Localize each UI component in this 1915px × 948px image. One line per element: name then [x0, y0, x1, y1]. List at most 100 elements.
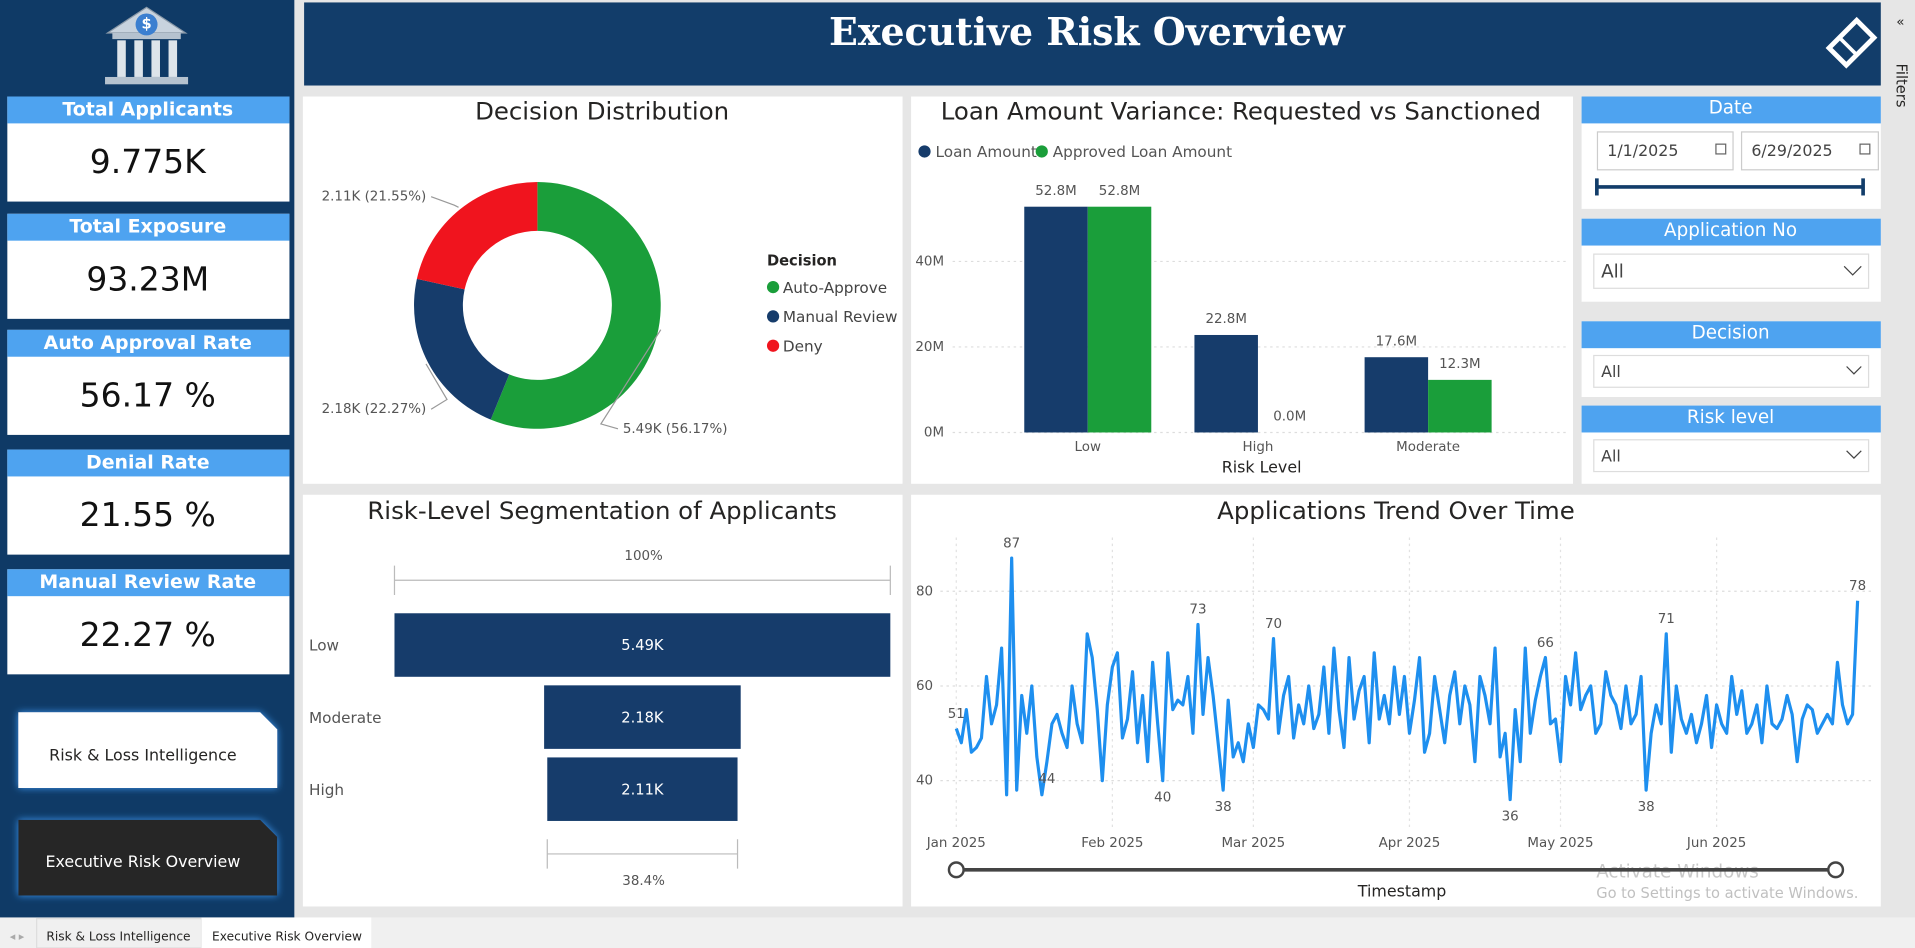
bank-icon: $: [105, 6, 189, 85]
y-tick-label: 20M: [915, 340, 944, 355]
legend-label: Loan Amount: [936, 143, 1037, 161]
x-tick-label: High: [1243, 440, 1274, 455]
kpi-cards: Total Applicants 9.775K Total Exposure 9…: [7, 96, 290, 675]
nav-label[interactable]: Executive Risk Overview: [45, 852, 240, 871]
slicer-header: [1581, 96, 1881, 124]
y-tick-label: 60: [916, 679, 933, 694]
bracket: [546, 839, 739, 869]
tab-active[interactable]: [201, 917, 372, 948]
slider-handle[interactable]: [1861, 178, 1865, 196]
data-label: 73: [1189, 603, 1206, 618]
donut-slice: [416, 182, 538, 290]
legend-label: Deny: [783, 337, 823, 355]
x-tick-label: Feb 2025: [1081, 836, 1143, 851]
chevron[interactable]: [1843, 265, 1862, 276]
legend-marker: [766, 280, 780, 294]
x-tick-label: Jan 2025: [926, 836, 986, 851]
kpi-header: [7, 569, 290, 597]
data-label: 40: [1154, 791, 1171, 806]
collapse-icon[interactable]: «: [1896, 15, 1904, 30]
y-tick-label: 40M: [915, 254, 944, 269]
slicer-title: Application No: [1664, 220, 1797, 241]
tab-nav-arrows[interactable]: ◂ ▸: [10, 930, 25, 943]
nav-button[interactable]: [18, 819, 278, 896]
data-label: 87: [1003, 536, 1020, 551]
data-label: 5.49K (56.17%): [623, 422, 728, 437]
chart-title: Decision Distribution: [475, 96, 729, 125]
donut-slice: [490, 182, 661, 429]
slider-handle[interactable]: [1827, 861, 1845, 879]
kpi-value: 22.27 %: [80, 615, 216, 654]
tab-label[interactable]: Executive Risk Overview: [212, 930, 362, 944]
nav-label[interactable]: Risk & Loss Intelligence: [49, 746, 236, 765]
data-label: 44: [1038, 772, 1055, 787]
chevron[interactable]: [1846, 366, 1862, 375]
slider-handle[interactable]: [947, 861, 965, 879]
logo-icon: [1825, 16, 1878, 69]
slicers: Date 1/1/2025 6/29/2025 Application No A…: [1581, 96, 1881, 484]
panel: [302, 96, 903, 484]
tab-label[interactable]: Risk & Loss Intelligence: [46, 930, 190, 944]
x-tick-label: Low: [1075, 440, 1101, 455]
slicer-title: Decision: [1692, 323, 1770, 344]
slicer-title: Date: [1709, 98, 1753, 119]
data-label: 78: [1849, 579, 1866, 594]
dropdown[interactable]: [1593, 354, 1870, 388]
data-label: 17.6M: [1376, 334, 1417, 349]
chart-title: Risk-Level Segmentation of Applicants: [367, 496, 836, 525]
data-label: 2.18K: [621, 709, 664, 726]
dropdown[interactable]: [1593, 253, 1870, 289]
kpi-label: Total Applicants: [62, 98, 233, 120]
dropdown-value[interactable]: All: [1601, 362, 1621, 381]
kpi-value: 21.55 %: [80, 495, 216, 534]
chevron[interactable]: [1846, 450, 1862, 459]
x-tick-label: Jun 2025: [1686, 836, 1746, 851]
date-start[interactable]: 1/1/2025: [1607, 141, 1678, 160]
nav-button[interactable]: [18, 712, 278, 788]
legend-label: Auto-Approve: [783, 279, 887, 297]
watermark-text: Go to Settings to activate Windows.: [1596, 885, 1858, 902]
dropdown-value[interactable]: All: [1601, 261, 1624, 282]
x-tick-label: May 2025: [1527, 836, 1593, 851]
dropdown[interactable]: [1593, 439, 1870, 473]
data-label: 2.11K: [621, 781, 664, 798]
dropdown-value[interactable]: All: [1601, 446, 1621, 465]
funnel-bar: [394, 613, 891, 677]
data-label: 38: [1215, 800, 1232, 815]
funnel-bar: [547, 757, 738, 821]
data-label: 12.3M: [1439, 357, 1480, 372]
y-tick-label: 80: [916, 584, 933, 599]
slicer-header: [1581, 405, 1881, 433]
data-label: 22.8M: [1205, 312, 1246, 327]
data-label: 0.0M: [1273, 410, 1306, 425]
bar: [1087, 206, 1152, 433]
x-axis-title: Timestamp: [1357, 881, 1447, 900]
calendar-icon[interactable]: [1859, 143, 1871, 155]
legend-marker: [766, 339, 780, 352]
date-input[interactable]: [1596, 131, 1734, 171]
legend-title: Decision: [767, 252, 837, 269]
date-end[interactable]: 6/29/2025: [1751, 141, 1832, 160]
kpi-header: [7, 449, 290, 477]
bar: [1364, 357, 1429, 433]
calendar-icon[interactable]: [1715, 143, 1727, 155]
leader-line: [599, 329, 662, 430]
data-label: 36: [1502, 810, 1519, 825]
y-tick-label: 0M: [924, 425, 944, 440]
y-tick-label: 40: [916, 774, 933, 789]
svg-text:$: $: [141, 15, 151, 32]
kpi-label: Total Exposure: [69, 216, 226, 238]
category-label: Moderate: [309, 709, 382, 727]
slider-handle[interactable]: [1595, 178, 1599, 196]
filters-pane-label[interactable]: Filters: [1892, 64, 1909, 108]
legend-marker: [918, 145, 931, 158]
donut-slice: [414, 278, 510, 420]
category-label: Low: [309, 637, 339, 655]
bar: [1024, 206, 1088, 433]
leader-line: [430, 196, 459, 208]
kpi-value: 9.775K: [90, 142, 207, 181]
data-label: 70: [1265, 617, 1282, 632]
date-input[interactable]: [1740, 131, 1879, 171]
